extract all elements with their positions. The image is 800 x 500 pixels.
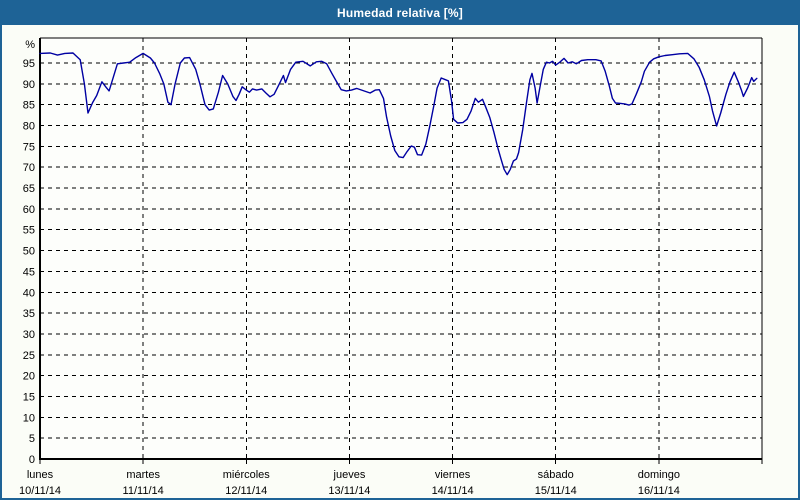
y-tick-label: 40 <box>23 287 35 299</box>
x-day-label: jueves <box>333 469 366 481</box>
y-tick-label: 70 <box>23 162 35 174</box>
x-day-label: martes <box>126 469 160 481</box>
y-tick-label: 25 <box>23 350 35 362</box>
y-tick-label: 45 <box>23 266 35 278</box>
y-axis-unit-label: % <box>25 39 35 51</box>
x-day-label: lunes <box>27 469 54 481</box>
y-tick-label: 5 <box>29 433 35 445</box>
x-date-label: 16/11/14 <box>638 485 680 497</box>
y-tick-label: 0 <box>29 454 35 466</box>
x-day-label: viernes <box>435 469 471 481</box>
y-tick-label: 80 <box>23 121 35 133</box>
x-day-label: sábado <box>538 469 574 481</box>
y-tick-label: 20 <box>23 371 35 383</box>
humidity-line-chart: 5 10 15 20 25 30 35 40 45 50 55 60 65 70 75 80 85 90 95 0% l… <box>19 37 763 497</box>
y-tick-label: 10 <box>23 412 35 424</box>
y-tick-label: 15 <box>23 391 35 403</box>
y-tick-label: 90 <box>23 79 35 91</box>
chart-region: 5 10 15 20 25 30 35 40 45 50 55 60 65 70 75 80 85 90 95 0% l… <box>2 25 798 498</box>
y-tick-label: 85 <box>23 100 35 112</box>
x-date-label: 10/11/14 <box>19 485 61 497</box>
y-tick-label: 30 <box>23 329 35 341</box>
y-tick-label: 60 <box>23 204 35 216</box>
y-tick-label: 65 <box>23 183 35 195</box>
x-date-label: 14/11/14 <box>432 485 474 497</box>
window-titlebar: Humedad relativa [%] <box>0 0 800 25</box>
x-day-label: domingo <box>638 469 680 481</box>
y-tick-label: 75 <box>23 141 35 153</box>
y-tick-label: 55 <box>23 225 35 237</box>
y-tick-label: 95 <box>23 58 35 70</box>
x-date-label: 15/11/14 <box>535 485 577 497</box>
humidity-series-line <box>39 52 758 176</box>
y-tick-label: 50 <box>23 246 35 258</box>
plot-area <box>40 38 762 459</box>
x-day-label: miércoles <box>223 469 271 481</box>
y-tick-label: 35 <box>23 308 35 320</box>
x-date-label: 12/11/14 <box>225 485 267 497</box>
chart-title: Humedad relativa [%] <box>336 5 464 20</box>
x-date-label: 11/11/14 <box>123 485 164 497</box>
x-date-label: 13/11/14 <box>328 485 370 497</box>
